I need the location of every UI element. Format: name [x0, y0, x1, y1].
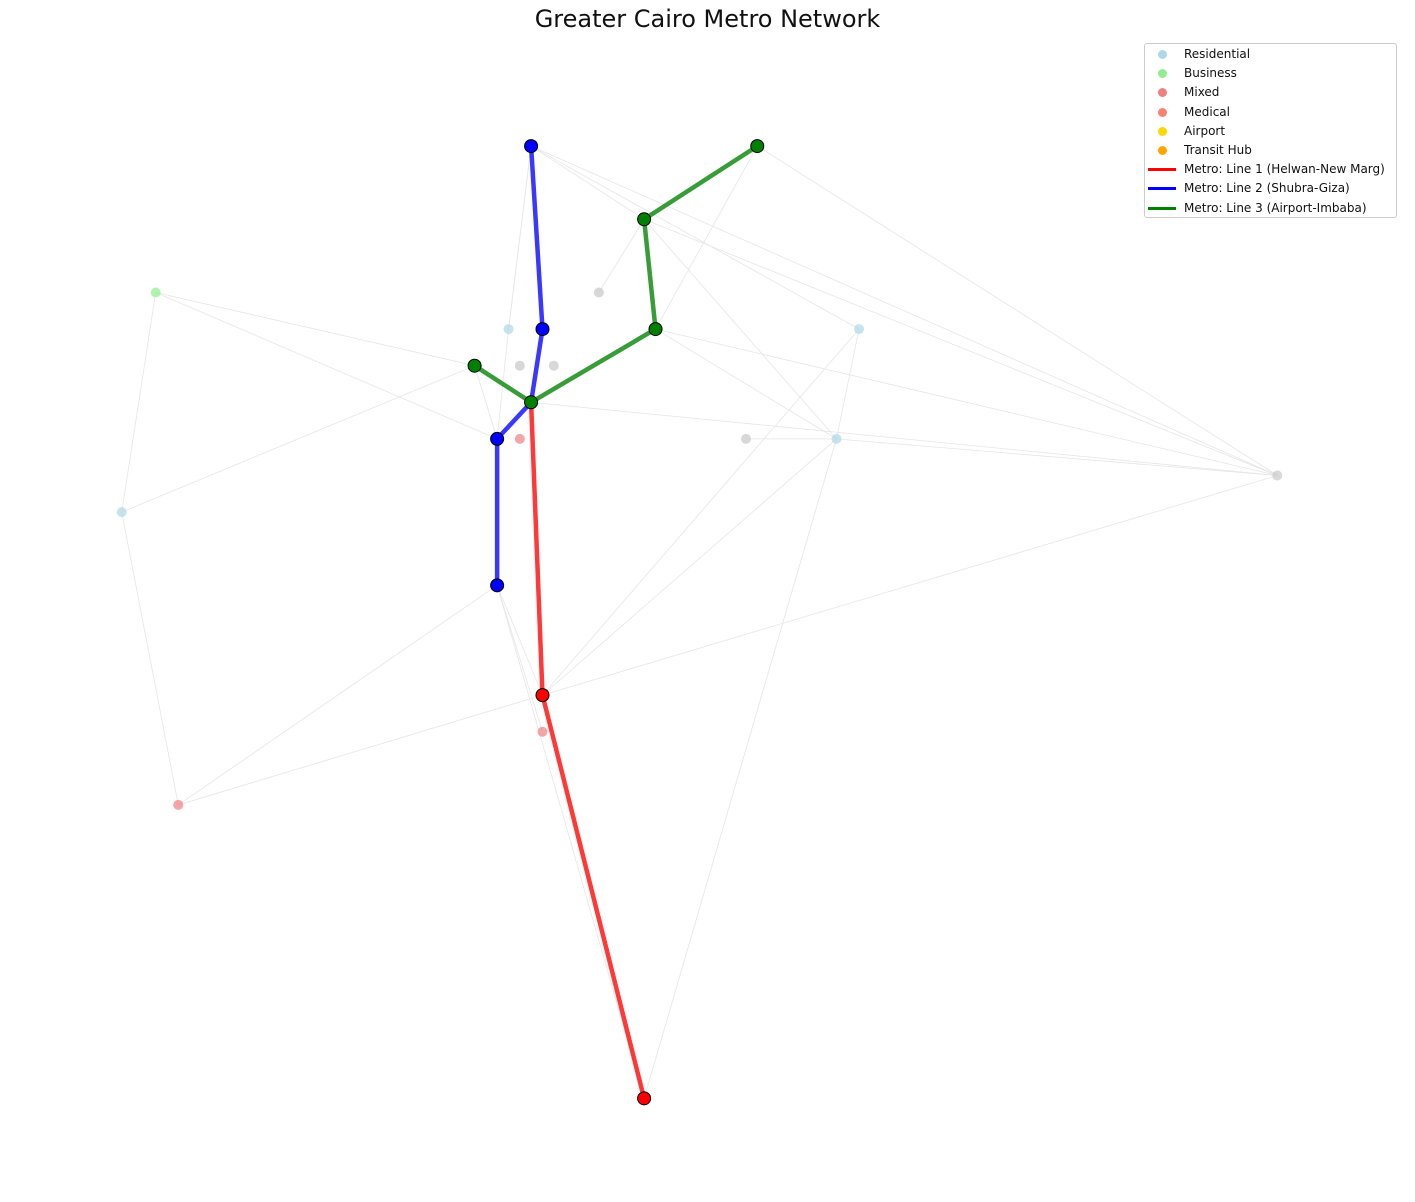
metro-station-node — [750, 139, 765, 154]
legend-entry: Metro: Line 3 (Airport-Imbaba) — [1145, 200, 1396, 219]
edge — [178, 584, 498, 806]
area-node — [741, 433, 751, 444]
edge — [121, 365, 475, 513]
chart-title: Greater Cairo Metro Network — [534, 5, 881, 33]
legend-label: Metro: Line 3 (Airport-Imbaba) — [1184, 200, 1367, 215]
edge — [530, 145, 860, 330]
legend-dot-marker — [1158, 69, 1167, 79]
metro-station-node — [524, 139, 539, 154]
edge — [836, 329, 860, 439]
edge — [474, 365, 498, 440]
area-node — [173, 799, 184, 810]
area-node — [831, 433, 842, 444]
legend-label: Mixed — [1184, 85, 1220, 100]
edge — [508, 146, 532, 330]
edge — [643, 438, 837, 1099]
metro-station-node — [535, 688, 550, 703]
metro-station-node — [490, 431, 505, 446]
edge — [121, 292, 157, 513]
legend-entry: Business — [1145, 65, 1396, 84]
area-node — [548, 360, 559, 371]
metro-station-node — [637, 1091, 652, 1106]
edge — [542, 438, 837, 696]
legend-dot-marker — [1158, 107, 1167, 117]
legend-label: Metro: Line 2 (Shubra-Giza) — [1184, 181, 1350, 196]
legend-line-marker — [1148, 187, 1176, 191]
edge — [121, 512, 179, 806]
metro-station-node — [467, 358, 482, 373]
area-node — [503, 324, 514, 335]
edge — [530, 145, 645, 220]
edge — [757, 145, 1278, 476]
edges-layer — [121, 145, 1278, 1099]
metro-station-node — [524, 395, 539, 410]
edge — [542, 475, 1278, 696]
legend-line-marker — [1148, 206, 1176, 210]
edge — [655, 328, 837, 440]
legend: Residential Business Mixed Medical Airport Tr… — [1144, 43, 1397, 218]
edge — [496, 585, 543, 696]
metro-lines-layer — [473, 144, 759, 1099]
nodes-layer — [116, 139, 1283, 1106]
legend-entry: Mixed — [1145, 84, 1396, 103]
area-node — [593, 287, 604, 298]
edge — [496, 585, 543, 732]
edge — [155, 292, 475, 367]
legend-entry: Medical — [1145, 104, 1396, 123]
edge — [530, 145, 1278, 476]
edge — [643, 219, 837, 440]
edge — [542, 328, 860, 696]
metro-station-node — [648, 322, 663, 337]
area-node — [1272, 470, 1283, 481]
legend-label: Business — [1184, 66, 1237, 81]
area-node — [116, 507, 127, 518]
edge — [836, 438, 1278, 476]
area-node — [150, 287, 161, 298]
edge — [155, 292, 498, 440]
area-node — [514, 433, 525, 444]
legend-entry: Airport — [1145, 123, 1396, 142]
legend-dot-marker — [1158, 88, 1167, 98]
legend-entry: Residential — [1145, 46, 1396, 65]
legend-label: Medical — [1184, 104, 1230, 119]
edge — [598, 219, 645, 293]
legend-label: Metro: Line 1 (Helwan-New Marg) — [1184, 162, 1385, 177]
metro-station-node — [535, 322, 550, 337]
edge — [643, 218, 1278, 476]
metro-station-node — [490, 578, 505, 593]
legend-label: Residential — [1184, 47, 1251, 61]
legend-dot-marker — [1158, 50, 1167, 59]
legend-entry: Metro: Line 1 (Helwan-New Marg) — [1145, 161, 1396, 180]
edge — [655, 145, 758, 330]
area-node — [514, 360, 525, 371]
edge — [655, 328, 1278, 476]
metro-station-node — [637, 212, 652, 227]
legend-entry: Metro: Line 2 (Shubra-Giza) — [1145, 180, 1396, 199]
edge — [531, 401, 1278, 476]
legend-dot-marker — [1158, 145, 1167, 155]
legend-entry: Transit Hub — [1145, 142, 1396, 161]
area-node — [854, 324, 865, 335]
metro-line — [528, 402, 647, 1099]
legend-line-marker — [1148, 168, 1176, 172]
edge — [178, 694, 543, 806]
legend-label: Transit Hub — [1184, 142, 1252, 157]
legend-dot-marker — [1158, 126, 1167, 136]
legend-label: Airport — [1184, 123, 1226, 138]
area-node — [537, 726, 548, 737]
edge — [496, 585, 645, 1099]
